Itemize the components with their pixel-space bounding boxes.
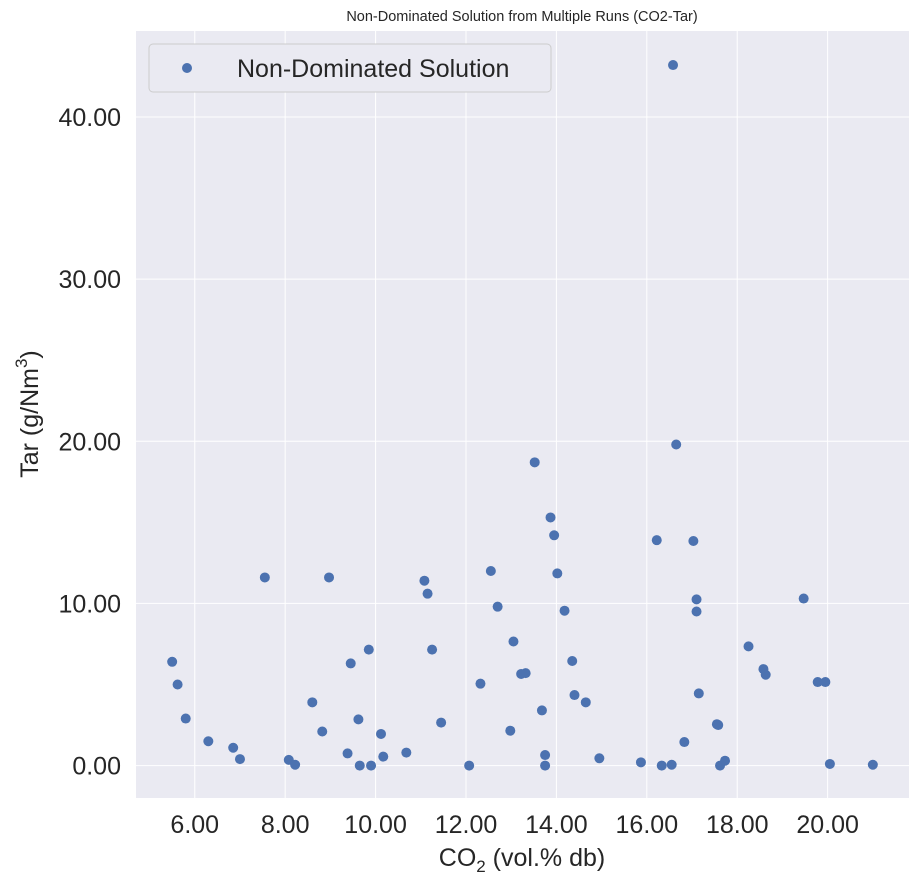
data-point bbox=[342, 748, 353, 759]
data-point bbox=[167, 656, 178, 667]
data-point bbox=[536, 705, 547, 716]
data-point bbox=[580, 697, 591, 708]
data-point bbox=[688, 535, 699, 546]
x-tick-label: 8.00 bbox=[261, 811, 310, 839]
x-axis-label-subscript: 2 bbox=[476, 857, 485, 876]
data-point bbox=[559, 605, 570, 616]
data-point bbox=[324, 572, 335, 583]
data-point bbox=[492, 601, 503, 612]
data-point bbox=[508, 636, 519, 647]
data-point bbox=[290, 759, 301, 770]
x-tick-label: 20.00 bbox=[796, 811, 859, 839]
x-axis-ticks: 6.00 8.00 10.00 12.00 14.00 16.00 18.00 20.00 bbox=[170, 811, 858, 839]
data-point bbox=[569, 690, 580, 701]
data-point bbox=[760, 669, 771, 680]
data-point bbox=[666, 759, 677, 770]
data-point bbox=[419, 575, 430, 586]
data-point bbox=[464, 760, 475, 771]
data-point bbox=[203, 736, 214, 747]
legend-marker bbox=[182, 63, 192, 73]
data-point bbox=[345, 658, 356, 669]
legend-label: Non-Dominated Solution bbox=[237, 55, 509, 83]
y-tick-label: 0.00 bbox=[72, 753, 121, 781]
data-point bbox=[505, 725, 516, 736]
data-point bbox=[693, 688, 704, 699]
data-point bbox=[594, 753, 605, 764]
y-tick-label: 30.00 bbox=[58, 266, 121, 294]
data-points bbox=[167, 60, 878, 771]
plot-area bbox=[136, 31, 909, 798]
data-point bbox=[691, 606, 702, 617]
y-axis-label-suffix: ) bbox=[16, 350, 44, 358]
x-axis-label: CO2 (vol.% db) bbox=[439, 844, 605, 876]
data-point bbox=[228, 742, 239, 753]
data-point bbox=[376, 728, 387, 739]
data-point bbox=[353, 714, 364, 725]
legend: Non-Dominated Solution bbox=[148, 43, 552, 93]
data-point bbox=[540, 750, 551, 761]
data-point bbox=[545, 512, 556, 523]
x-tick-label: 6.00 bbox=[170, 811, 219, 839]
data-point bbox=[180, 713, 191, 724]
data-point bbox=[317, 726, 328, 737]
data-point bbox=[475, 678, 486, 689]
data-point bbox=[427, 644, 438, 655]
data-point bbox=[651, 535, 662, 546]
data-point bbox=[656, 760, 667, 771]
data-point bbox=[824, 758, 835, 769]
data-point bbox=[172, 679, 183, 690]
x-tick-label: 18.00 bbox=[706, 811, 769, 839]
x-axis-label-suffix: (vol.% db) bbox=[486, 844, 605, 872]
data-point bbox=[485, 565, 496, 576]
data-point bbox=[691, 594, 702, 605]
data-point bbox=[820, 677, 831, 688]
data-point bbox=[549, 530, 560, 541]
data-point bbox=[552, 568, 563, 579]
x-tick-label: 14.00 bbox=[525, 811, 588, 839]
data-point bbox=[234, 754, 245, 765]
y-axis-ticks: 0.00 10.00 20.00 30.00 40.00 bbox=[58, 104, 121, 781]
data-point bbox=[366, 760, 377, 771]
data-point bbox=[259, 572, 270, 583]
y-tick-label: 10.00 bbox=[58, 590, 121, 618]
x-tick-label: 12.00 bbox=[435, 811, 498, 839]
data-point bbox=[798, 593, 809, 604]
chart-title: Non-Dominated Solution from Multiple Run… bbox=[346, 9, 697, 25]
data-point bbox=[743, 641, 754, 652]
data-point bbox=[867, 759, 878, 770]
y-axis-label-superscript: 3 bbox=[12, 359, 31, 368]
x-tick-label: 10.00 bbox=[344, 811, 407, 839]
legend-box bbox=[148, 43, 552, 93]
data-point bbox=[812, 677, 823, 688]
y-tick-label: 20.00 bbox=[58, 428, 121, 456]
grid-lines bbox=[136, 31, 909, 798]
data-point bbox=[720, 755, 731, 766]
data-point bbox=[354, 760, 365, 771]
data-point bbox=[436, 717, 447, 728]
x-tick-label: 16.00 bbox=[616, 811, 679, 839]
data-point bbox=[529, 457, 540, 468]
x-axis-label-prefix: CO bbox=[439, 844, 477, 872]
y-axis-label-prefix: Tar (g/Nm bbox=[16, 368, 44, 478]
data-point bbox=[671, 439, 682, 450]
data-point bbox=[378, 751, 389, 762]
data-point bbox=[668, 60, 679, 71]
data-point bbox=[713, 720, 724, 731]
data-point bbox=[520, 668, 531, 679]
data-point bbox=[307, 697, 318, 708]
data-point bbox=[635, 757, 646, 768]
data-point bbox=[363, 644, 374, 655]
data-point bbox=[679, 737, 690, 748]
data-point bbox=[567, 655, 578, 666]
y-tick-label: 40.00 bbox=[58, 104, 121, 132]
data-point bbox=[422, 588, 433, 599]
data-point bbox=[540, 760, 551, 771]
y-axis-label: Tar (g/Nm3) bbox=[12, 350, 44, 478]
data-point bbox=[401, 747, 412, 758]
